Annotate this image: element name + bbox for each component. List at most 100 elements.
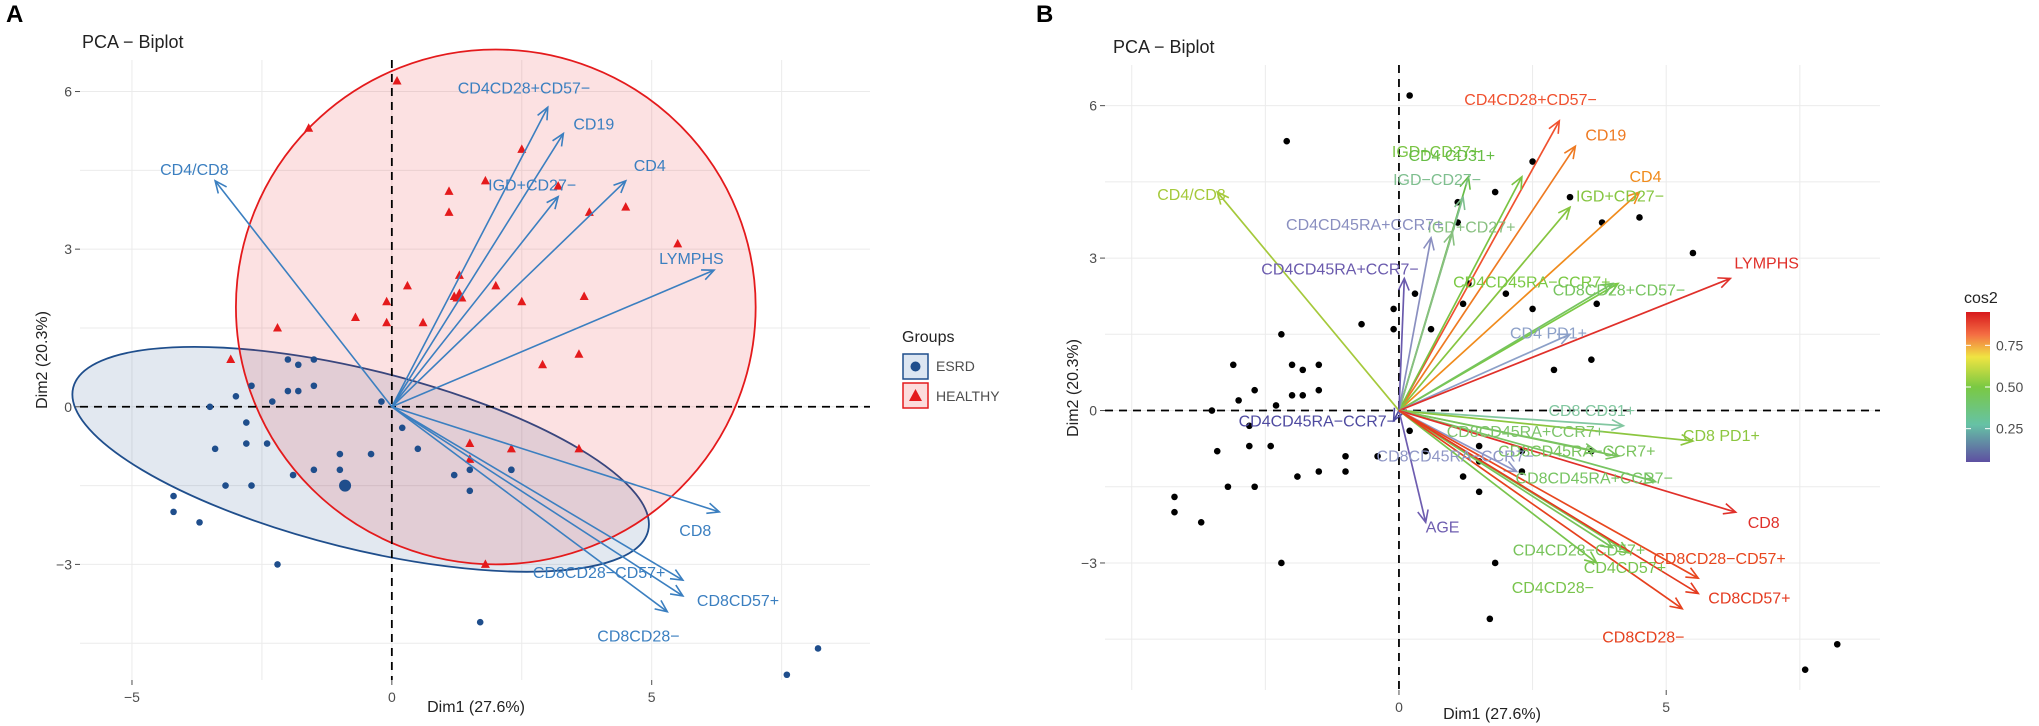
individual-point xyxy=(1406,92,1413,99)
point-esrd xyxy=(294,361,302,369)
arrow-cd8cd31pos-arrowhead xyxy=(1610,418,1626,432)
label-cd8cd57pos: CD8CD57+ xyxy=(1708,590,1790,607)
label-igdnegcd27neg: IGD−CD27− xyxy=(1393,172,1481,189)
arrow-cd4cd28neg-arrowhead xyxy=(1583,551,1599,565)
label-cd4cd28negcd57pos: CD4CD28−CD57+ xyxy=(1513,543,1646,560)
individual-point xyxy=(1636,214,1643,221)
individual-point xyxy=(1288,391,1296,399)
y-tick-label: −3 xyxy=(1081,555,1097,571)
y-tick-label: 0 xyxy=(64,399,72,415)
panel-a-ticks: −5 0 5 −3 0 3 6 xyxy=(56,84,656,705)
arrow-cd8cd28negcd57pos-arrowhead xyxy=(1685,567,1700,580)
individual-point xyxy=(1342,468,1349,475)
point-esrd xyxy=(196,519,203,526)
individual-point xyxy=(1171,508,1178,516)
point-healthy xyxy=(392,76,402,85)
label-cd8cd28poscd57neg: CD8CD28+CD57− xyxy=(1553,282,1686,299)
individual-point xyxy=(1833,640,1841,648)
arrow-cd4cd28neg xyxy=(1398,409,1598,564)
point-healthy xyxy=(506,443,516,453)
label-cd4cd45raposccr7pos: CD4CD45RA+CCR7+ xyxy=(1286,217,1443,234)
point-esrd xyxy=(222,482,229,489)
individual-point xyxy=(1518,468,1526,475)
panel-a-title: PCA − Biplot xyxy=(82,32,184,52)
y-tick-label: 6 xyxy=(64,84,72,100)
arrow-cd19-arrowhead xyxy=(552,131,565,147)
individual-point xyxy=(1593,300,1601,308)
point-healthy xyxy=(574,349,584,358)
point-esrd xyxy=(466,487,474,495)
arrow-cd8cd45raposccr7neg xyxy=(1398,409,1656,483)
individual-point xyxy=(1294,473,1301,480)
label-cd19: CD19 xyxy=(1585,127,1626,144)
colorbar-tick-label: 0.25 xyxy=(1996,421,2023,437)
arrow-cd19 xyxy=(1398,145,1577,412)
individual-point xyxy=(1518,447,1526,455)
arrow-cd4-arrowhead xyxy=(613,179,628,194)
individual-point xyxy=(1315,361,1323,369)
confidence-ellipse-esrd xyxy=(71,345,650,573)
individual-point xyxy=(1550,366,1558,374)
x-tick-label: −5 xyxy=(124,689,140,705)
individual-point xyxy=(1689,249,1697,257)
arrow-cd8cd57pos xyxy=(1398,409,1699,595)
individual-point xyxy=(1224,483,1232,491)
panel-b-points xyxy=(1171,92,1841,673)
label-cd8cd28neg: CD8CD28− xyxy=(1602,630,1684,647)
arrow-cd4cd28poscd57neg xyxy=(1398,120,1561,411)
label-cd8cd57pos: CD8CD57+ xyxy=(697,593,779,610)
point-healthy xyxy=(465,454,475,463)
label-cd8: CD8 xyxy=(1748,515,1780,532)
individual-point xyxy=(1422,447,1429,455)
point-healthy xyxy=(491,280,501,290)
panel-a-ellipses xyxy=(71,48,757,573)
label-cd4cd57pos: CD4CD57+ xyxy=(1584,560,1666,577)
point-esrd xyxy=(310,466,318,474)
point-esrd xyxy=(310,382,318,390)
label-cd8cd28neg: CD8CD28− xyxy=(597,629,679,646)
label-cd4cd45ranegccr7pos: CD4CD45RA−CCR7+ xyxy=(1453,274,1610,291)
point-esrd xyxy=(783,671,791,679)
panel-b-ticks: 0 5 −3 0 3 6 xyxy=(1081,98,1670,715)
arrow-cd8cd28neg-arrowhead xyxy=(1669,597,1684,610)
label-cd8cd45raposccr7neg: CD8CD45RA+CCR7− xyxy=(1516,471,1673,488)
individual-point xyxy=(1529,305,1536,313)
label-cd8cd45ranegccr7pos: CD8CD45RA−CCR7+ xyxy=(1498,443,1655,460)
individual-point xyxy=(1315,386,1323,394)
point-healthy xyxy=(418,317,428,327)
arrow-age xyxy=(1398,410,1427,523)
arrow-cd8cd45ranegccr7pos-arrowhead xyxy=(1605,447,1621,460)
point-esrd xyxy=(284,387,292,395)
individual-point xyxy=(1566,193,1574,201)
label-cd8cd28negcd57pos: CD8CD28−CD57+ xyxy=(533,565,666,582)
individual-point xyxy=(1229,361,1237,369)
point-healthy xyxy=(465,438,475,448)
group-mean-healthy xyxy=(452,288,467,302)
panel-a-variable-arrows xyxy=(213,105,722,613)
individual-point xyxy=(1486,615,1494,623)
panel-a: A PCA − Biplot CD4CD28+CD57− CD19 CD4 IGD+C… xyxy=(6,1,1000,716)
point-healthy xyxy=(621,202,631,211)
arrow-igdposcd27neg xyxy=(391,196,559,408)
colorbar-tick-label: 0.75 xyxy=(1996,337,2023,353)
arrow-igdposcd27pos-arrowhead xyxy=(1511,175,1523,190)
point-esrd xyxy=(232,392,240,400)
point-esrd xyxy=(336,466,344,474)
arrow-cd8 xyxy=(391,406,720,513)
individual-point xyxy=(1197,519,1205,526)
label-cd4cd45raposccr7neg: CD4CD45RA+CCR7− xyxy=(1261,261,1418,278)
point-healthy xyxy=(382,317,392,327)
individual-point xyxy=(1502,290,1510,297)
arrow-cd8cd28neg xyxy=(1398,409,1683,610)
label-cd8cd45raposccr7pos: CD8CD45RA+CCR7+ xyxy=(1447,424,1604,441)
arrow-lymphs-arrowhead xyxy=(1717,277,1733,289)
individual-point xyxy=(1299,366,1307,374)
arrow-cd4pd1pos xyxy=(1398,333,1571,412)
point-healthy xyxy=(444,186,454,195)
point-healthy xyxy=(454,270,464,279)
point-esrd xyxy=(243,419,250,426)
point-esrd xyxy=(170,508,177,516)
y-tick-label: 3 xyxy=(64,241,72,257)
label-cd4: CD4 xyxy=(634,158,666,175)
